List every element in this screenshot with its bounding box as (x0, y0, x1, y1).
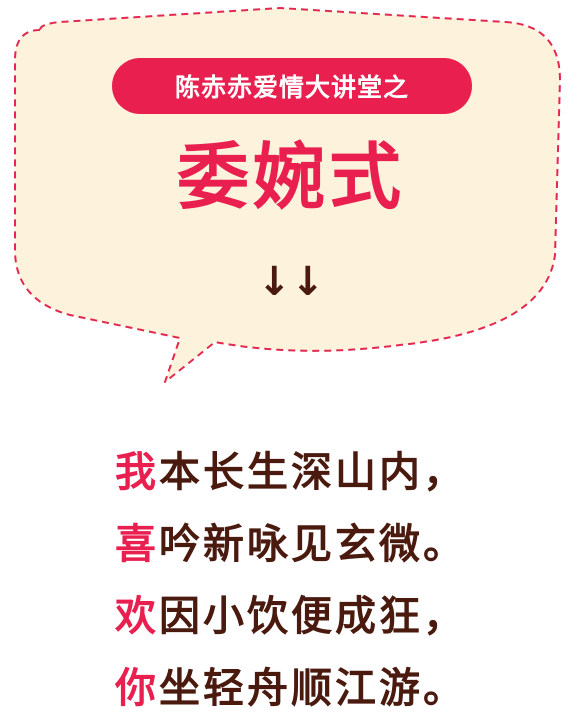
poem-line: 欢因小饮便成狂， (0, 576, 582, 648)
poem-line-text: 因小饮便成狂， (159, 592, 467, 640)
poem-line: 你坐轻舟顺江游。 (0, 648, 582, 720)
poem-line-text: 本长生深山内， (159, 448, 467, 496)
poem-line-first-char: 欢 (115, 592, 159, 640)
poem-line-first-char: 喜 (115, 520, 159, 568)
poem-line-text: 吟新咏见玄微。 (159, 520, 467, 568)
page-title: 委婉式 (176, 135, 405, 219)
poem-line: 喜吟新咏见玄微。 (0, 504, 582, 576)
poem-line-first-char: 你 (115, 664, 159, 712)
down-arrows-icon: ↓↓ (257, 259, 325, 305)
poem-line: 我本长生深山内， (0, 432, 582, 504)
poem-line-text: 坐轻舟顺江游。 (159, 664, 467, 712)
series-label-pill: 陈赤赤爱情大讲堂之 (112, 58, 472, 114)
poem: 我本长生深山内， 喜吟新咏见玄微。 欢因小饮便成狂， 你坐轻舟顺江游。 (0, 432, 582, 720)
poem-line-first-char: 我 (115, 448, 159, 496)
